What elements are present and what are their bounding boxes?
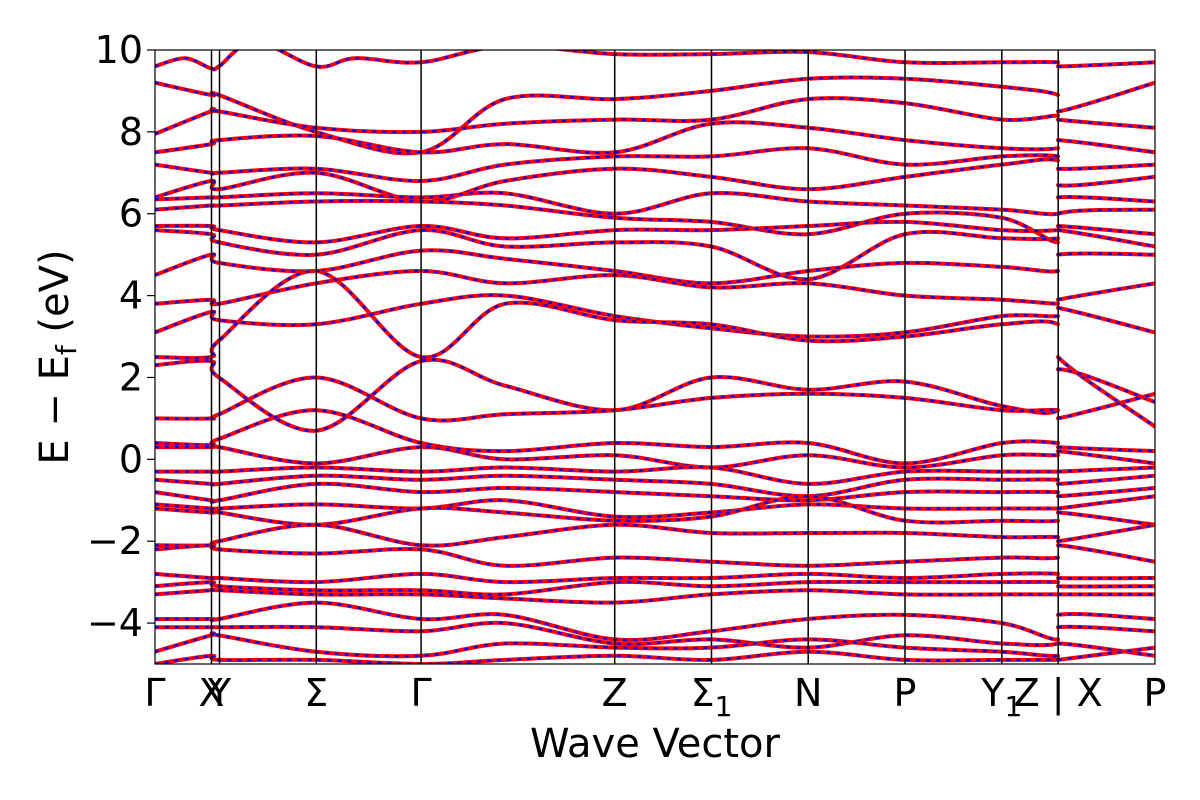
- band-22-series-1: [155, 494, 1155, 527]
- band-1-series-2: [155, 76, 1155, 155]
- x-tick-label: Y1: [980, 671, 1022, 723]
- band-7-series-2: [155, 199, 1155, 244]
- plot-frame: [154, 49, 1156, 665]
- y-axis-ticks: 10 8 6 4 2 0 −2 −4: [87, 28, 155, 645]
- band-20-series-1: [155, 481, 1155, 504]
- band-5-series-2: [155, 158, 1155, 203]
- band-17-series-1: [155, 443, 1155, 470]
- band-15-series-2: [155, 376, 1155, 422]
- band-18-series-2: [155, 465, 1155, 486]
- svg-text:E − Ef (eV): E − Ef (eV): [32, 249, 83, 464]
- band-14-series-2: [155, 358, 1155, 432]
- band-28-series-2: [155, 601, 1155, 642]
- band-24-series-1: [155, 543, 1155, 568]
- y-tick-label: 8: [119, 110, 143, 154]
- band-13-series-1: [155, 268, 1155, 429]
- band-28-series-1: [155, 600, 1155, 642]
- x-tick-label: N: [794, 671, 822, 715]
- y-axis-label-unit: (eV): [32, 249, 78, 345]
- band-19-series-2: [155, 474, 1155, 498]
- y-tick-label: −4: [87, 601, 143, 645]
- y-tick-label: 0: [119, 437, 143, 481]
- x-tick-label: Γ: [411, 671, 432, 715]
- x-tick-label: Γ: [144, 671, 165, 715]
- kpoint-lines: [210, 50, 1059, 664]
- x-tick-label: P: [1144, 671, 1167, 715]
- band-26-series-2: [155, 580, 1155, 596]
- band-16-series-2: [155, 408, 1155, 465]
- band-31-series-2: [155, 646, 1155, 664]
- band-21-series-2: [155, 494, 1155, 519]
- band-21-series-1: [155, 494, 1155, 520]
- band-13-series-2: [155, 269, 1155, 428]
- band-2-series-2: [155, 96, 1155, 136]
- y-tick-label: 4: [119, 274, 143, 318]
- band-24-series-2: [155, 544, 1155, 568]
- x-tick-label: X: [198, 671, 224, 715]
- y-axis-label: E − Ef (eV): [32, 249, 83, 464]
- x-tick-label: P: [894, 671, 917, 715]
- x-tick-label: Y: [207, 671, 232, 715]
- band-0-series-2: [155, 50, 1155, 71]
- bands-layer: [155, 50, 1155, 664]
- y-tick-label: 10: [95, 28, 143, 72]
- x-tick-label: Σ1: [691, 671, 733, 723]
- x-axis-label: Wave Vector: [530, 721, 781, 767]
- band-12-series-2: [155, 293, 1155, 338]
- band-29-series-1: [155, 620, 1155, 650]
- y-tick-label: −2: [87, 519, 143, 563]
- band-10-series-2: [155, 248, 1155, 285]
- x-tick-label: Σ: [304, 671, 328, 715]
- x-tick-label: Z | X: [1014, 671, 1103, 716]
- y-tick-label: 6: [119, 192, 143, 236]
- band-27-series-2: [155, 588, 1155, 604]
- y-axis-label-subscript: f: [50, 344, 83, 355]
- y-axis-label-main: E − E: [32, 355, 78, 465]
- x-tick-label: Z: [602, 671, 628, 715]
- y-tick-label: 2: [119, 355, 143, 399]
- band-20-series-2: [155, 482, 1155, 504]
- band-25-series-2: [155, 572, 1155, 584]
- band-14-series-1: [155, 357, 1155, 433]
- band-3-series-2: [155, 120, 1155, 155]
- band-29-series-2: [155, 621, 1155, 649]
